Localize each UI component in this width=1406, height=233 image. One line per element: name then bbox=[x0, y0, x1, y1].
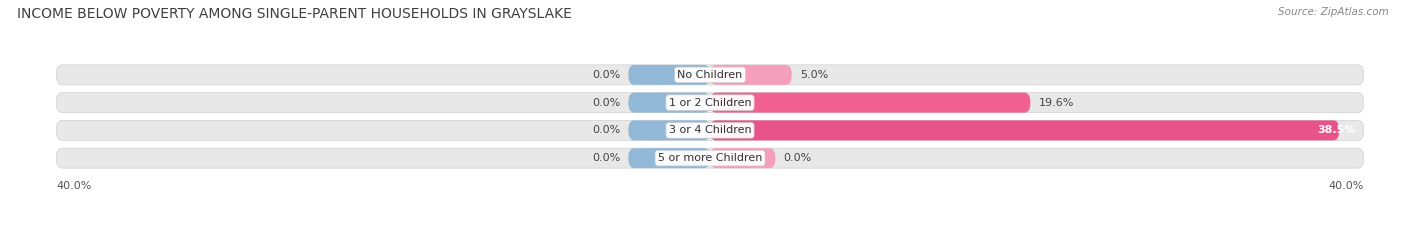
FancyBboxPatch shape bbox=[710, 65, 792, 85]
Text: 3 or 4 Children: 3 or 4 Children bbox=[669, 125, 751, 135]
Text: Source: ZipAtlas.com: Source: ZipAtlas.com bbox=[1278, 7, 1389, 17]
Text: 0.0%: 0.0% bbox=[592, 70, 620, 80]
FancyBboxPatch shape bbox=[710, 93, 1031, 113]
Text: 0.0%: 0.0% bbox=[783, 153, 811, 163]
FancyBboxPatch shape bbox=[710, 120, 1340, 140]
Text: 1 or 2 Children: 1 or 2 Children bbox=[669, 98, 751, 108]
Text: INCOME BELOW POVERTY AMONG SINGLE-PARENT HOUSEHOLDS IN GRAYSLAKE: INCOME BELOW POVERTY AMONG SINGLE-PARENT… bbox=[17, 7, 572, 21]
Text: 0.0%: 0.0% bbox=[592, 125, 620, 135]
Text: 19.6%: 19.6% bbox=[1039, 98, 1074, 108]
FancyBboxPatch shape bbox=[628, 93, 710, 113]
Text: 0.0%: 0.0% bbox=[592, 153, 620, 163]
Text: 5 or more Children: 5 or more Children bbox=[658, 153, 762, 163]
FancyBboxPatch shape bbox=[56, 148, 1364, 168]
FancyBboxPatch shape bbox=[628, 148, 710, 168]
Text: 40.0%: 40.0% bbox=[1329, 181, 1364, 191]
FancyBboxPatch shape bbox=[56, 120, 1364, 140]
Text: 38.5%: 38.5% bbox=[1317, 125, 1355, 135]
Text: No Children: No Children bbox=[678, 70, 742, 80]
Text: 40.0%: 40.0% bbox=[56, 181, 91, 191]
FancyBboxPatch shape bbox=[628, 120, 710, 140]
Text: 5.0%: 5.0% bbox=[800, 70, 828, 80]
FancyBboxPatch shape bbox=[56, 93, 1364, 113]
Text: 0.0%: 0.0% bbox=[592, 98, 620, 108]
FancyBboxPatch shape bbox=[628, 65, 710, 85]
FancyBboxPatch shape bbox=[56, 65, 1364, 85]
FancyBboxPatch shape bbox=[710, 148, 776, 168]
